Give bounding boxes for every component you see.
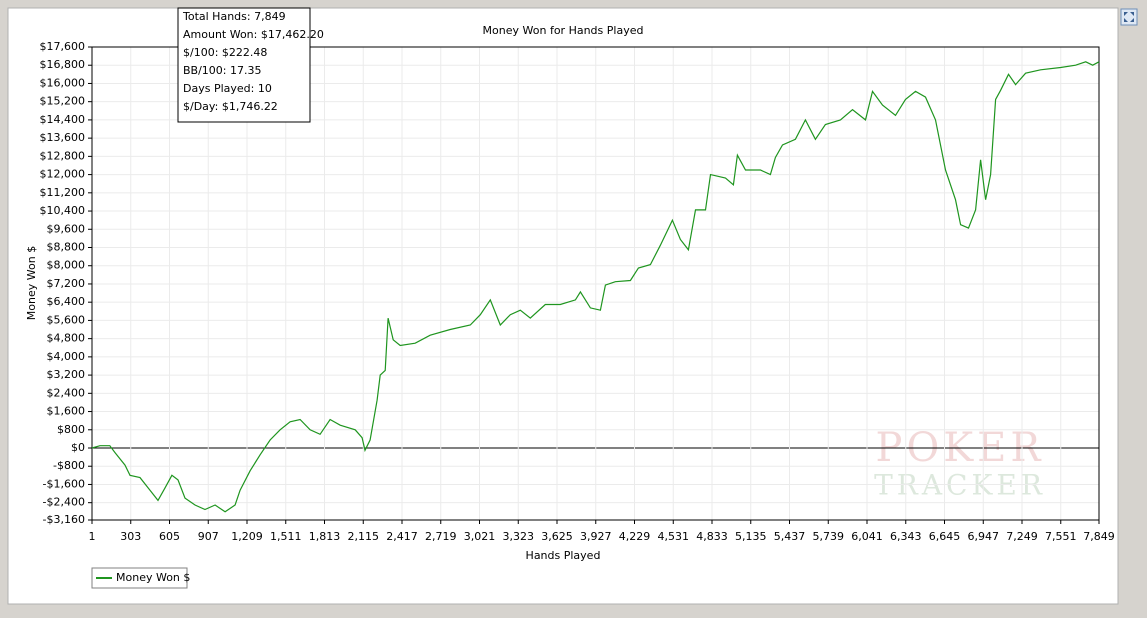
y-tick-label: $0	[71, 441, 85, 454]
y-tick-label: -$2,400	[43, 496, 85, 509]
legend-box	[91, 567, 188, 589]
y-tick-label: $17,600	[40, 40, 86, 53]
plot-frame	[91, 46, 1100, 521]
x-tick-label: 4,531	[658, 530, 690, 543]
y-tick-label: $3,200	[47, 368, 86, 381]
y-tick-label: $800	[57, 423, 85, 436]
watermark: TRACKER	[874, 469, 1046, 502]
x-tick-label: 1,209	[231, 530, 263, 543]
x-tick-label: 4,833	[696, 530, 728, 543]
tooltip-line: Amount Won: $17,462.20	[183, 28, 324, 41]
x-tick-label: 3,927	[580, 530, 612, 543]
x-tick-label: 605	[159, 530, 180, 543]
y-tick-label: -$3,160	[43, 513, 85, 526]
x-axis-label: Hands Played	[526, 549, 601, 562]
x-tick-label: 3,323	[503, 530, 535, 543]
y-tick-label: $1,600	[47, 405, 86, 418]
y-tick-label: $9,600	[47, 222, 86, 235]
tooltip-line: $/100: $222.48	[183, 46, 267, 59]
x-tick-label: 7,551	[1045, 530, 1077, 543]
x-tick-label: 2,115	[348, 530, 380, 543]
expand-button[interactable]	[1120, 8, 1138, 26]
x-tick-label: 1,813	[309, 530, 341, 543]
y-tick-label: $15,200	[40, 95, 86, 108]
expand-icon[interactable]	[1120, 8, 1138, 26]
tooltip-box	[177, 7, 311, 123]
y-tick-label: $8,800	[47, 241, 86, 254]
x-tick-label: 303	[120, 530, 141, 543]
tooltip-line: Total Hands: 7,849	[182, 10, 286, 23]
y-tick-label: $8,000	[47, 259, 86, 272]
tooltip-line: BB/100: 17.35	[183, 64, 262, 77]
x-tick-label: 7,849	[1083, 530, 1115, 543]
y-tick-label: $12,800	[40, 149, 86, 162]
x-tick-label: 5,437	[774, 530, 806, 543]
x-tick-label: 6,947	[968, 530, 1000, 543]
x-tick-label: 907	[198, 530, 219, 543]
tooltip-line: $/Day: $1,746.22	[183, 100, 278, 113]
panel	[7, 7, 1119, 605]
x-tick-label: 2,719	[425, 530, 457, 543]
x-tick-label: 6,041	[851, 530, 883, 543]
y-tick-label: -$800	[53, 459, 85, 472]
x-tick-label: 6,343	[890, 530, 922, 543]
x-tick-label: 3,021	[464, 530, 496, 543]
y-tick-label: $10,400	[40, 204, 86, 217]
y-tick-label: $5,600	[47, 313, 86, 326]
x-tick-label: 1,511	[270, 530, 302, 543]
x-tick-label: 3,625	[541, 530, 573, 543]
x-tick-label: 2,417	[386, 530, 418, 543]
x-tick-label: 1	[89, 530, 96, 543]
line	[91, 61, 1100, 513]
y-tick-label: $11,200	[40, 186, 86, 199]
y-tick-label: $4,800	[47, 332, 86, 345]
y-tick-label: $2,400	[47, 386, 86, 399]
x-tick-label: 5,135	[735, 530, 767, 543]
y-axis-label: Money Won $	[25, 246, 38, 320]
y-tick-label: $7,200	[47, 277, 86, 290]
y-tick-label: $12,000	[40, 168, 86, 181]
legend-label: Money Won $	[116, 571, 190, 584]
y-tick-label: $4,000	[47, 350, 86, 363]
chart-title: Money Won for Hands Played	[483, 24, 644, 37]
expand-arrows[interactable]	[1124, 12, 1134, 22]
y-tick-label: -$1,600	[43, 477, 85, 490]
y-tick-label: $16,000	[40, 76, 86, 89]
y-tick-label: $16,800	[40, 58, 86, 71]
x-tick-label: 7,249	[1006, 530, 1038, 543]
tooltip-line: Days Played: 10	[183, 82, 272, 95]
y-tick-label: $13,600	[40, 131, 86, 144]
x-tick-label: 4,229	[619, 530, 651, 543]
x-tick-label: 5,739	[813, 530, 845, 543]
y-tick-label: $6,400	[47, 295, 86, 308]
y-tick-label: $14,400	[40, 113, 86, 126]
x-tick-label: 6,645	[929, 530, 961, 543]
